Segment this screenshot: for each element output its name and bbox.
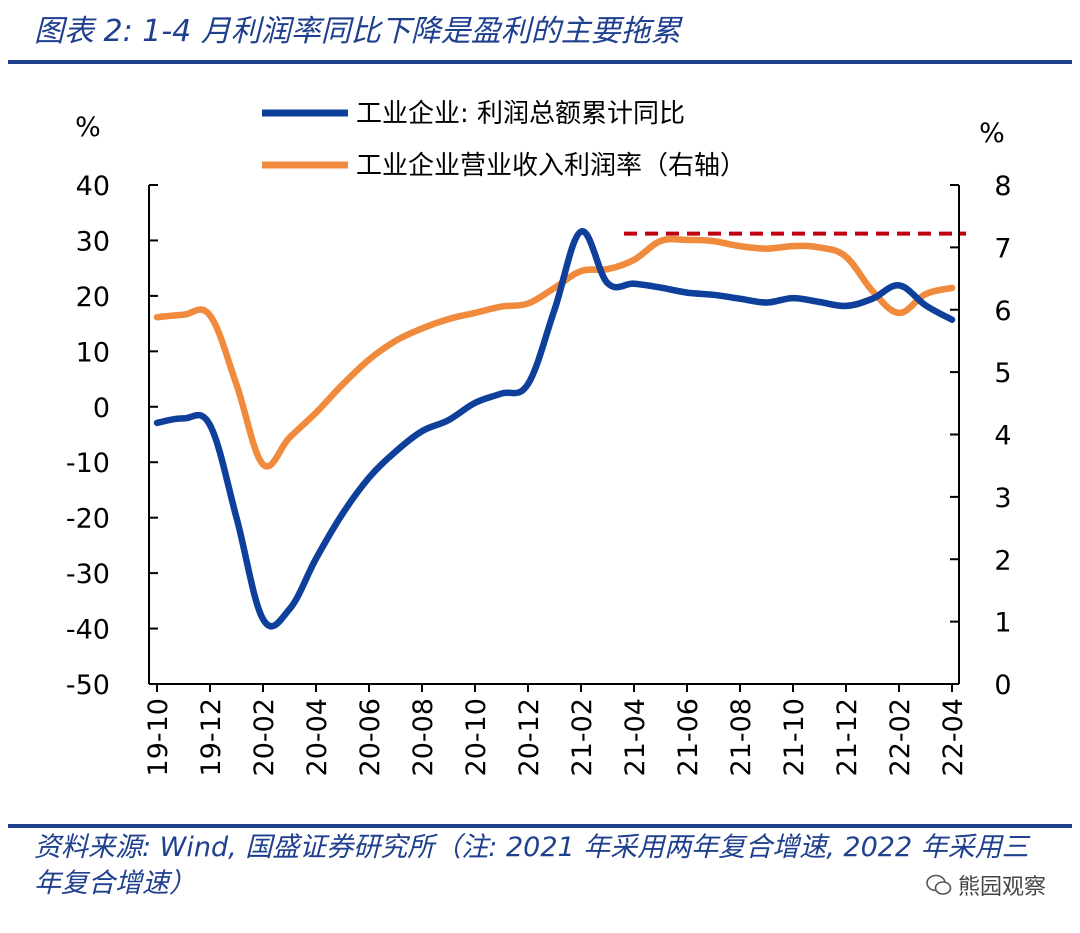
x-tick-label: 21-10 xyxy=(779,698,810,776)
left-tick-label: -50 xyxy=(66,670,110,701)
left-axis-unit: % xyxy=(75,112,101,143)
title-divider xyxy=(8,60,1072,64)
right-tick-label: 2 xyxy=(994,545,1011,576)
source-divider xyxy=(8,824,1072,828)
right-tick-label: 7 xyxy=(994,233,1011,264)
x-tick-label: 19-12 xyxy=(196,698,227,776)
right-tick-label: 8 xyxy=(994,171,1011,202)
watermark: 熊园观察 xyxy=(926,869,1046,901)
page-title: 图表 2: 1-4 月利润率同比下降是盈利的主要拖累 xyxy=(34,14,681,49)
x-tick-label: 21-04 xyxy=(620,698,651,776)
series-line-profit-growth xyxy=(153,228,956,630)
left-tick-label: -20 xyxy=(66,504,110,535)
legend-label-margin: 工业企业营业收入利润率（右轴） xyxy=(356,151,746,181)
x-tick-label: 20-02 xyxy=(249,698,280,776)
x-tick-label: 19-10 xyxy=(143,698,174,776)
right-axis-ticks: 8 7 6 5 4 3 2 1 0 xyxy=(950,171,1012,701)
right-tick-label: 1 xyxy=(994,608,1011,639)
x-tick-label: 21-12 xyxy=(832,698,863,776)
left-axis-ticks: 40 30 20 10 0 -10 -20 -30 -40 -50 xyxy=(66,171,158,701)
x-tick-label: 22-04 xyxy=(938,698,969,776)
x-tick-label: 20-12 xyxy=(514,698,545,776)
right-tick-label: 4 xyxy=(994,421,1011,452)
series-line-operating-margin xyxy=(153,235,956,470)
legend-label-profit: 工业企业: 利润总额累计同比 xyxy=(356,99,685,129)
legend: 工业企业: 利润总额累计同比 工业企业营业收入利润率（右轴） xyxy=(262,99,746,181)
left-tick-label: 20 xyxy=(76,282,110,313)
left-tick-label: -40 xyxy=(66,615,110,646)
x-tick-label: 20-08 xyxy=(408,698,439,776)
watermark-label: 熊园观察 xyxy=(957,875,1046,900)
right-tick-label: 6 xyxy=(994,296,1011,327)
x-tick-label: 20-04 xyxy=(302,698,333,776)
wechat-icon xyxy=(926,874,952,895)
left-tick-label: 0 xyxy=(93,393,110,424)
x-tick-label: 22-02 xyxy=(885,698,916,776)
left-tick-label: -10 xyxy=(66,448,110,479)
left-tick-label: 40 xyxy=(76,171,110,202)
x-tick-label: 21-08 xyxy=(726,698,757,776)
x-axis-ticks: 19-10 19-12 20-02 20-04 20-06 20-08 20-10 20-12… xyxy=(143,684,969,776)
x-tick-label: 20-06 xyxy=(355,698,386,776)
source-note: 资料来源: Wind, 国盛证券研究所（注: 2021 年采用两年复合增速, 2… xyxy=(34,832,1029,899)
left-tick-label: -30 xyxy=(66,559,110,590)
right-tick-label: 3 xyxy=(994,483,1011,514)
x-tick-label: 21-06 xyxy=(673,698,704,776)
right-axis-unit: % xyxy=(979,118,1005,149)
x-tick-label: 21-02 xyxy=(567,698,598,776)
right-tick-label: 5 xyxy=(994,358,1011,389)
right-tick-label: 0 xyxy=(994,670,1011,701)
left-tick-label: 10 xyxy=(76,337,110,368)
x-tick-label: 20-10 xyxy=(461,698,492,776)
left-tick-label: 30 xyxy=(76,226,110,257)
